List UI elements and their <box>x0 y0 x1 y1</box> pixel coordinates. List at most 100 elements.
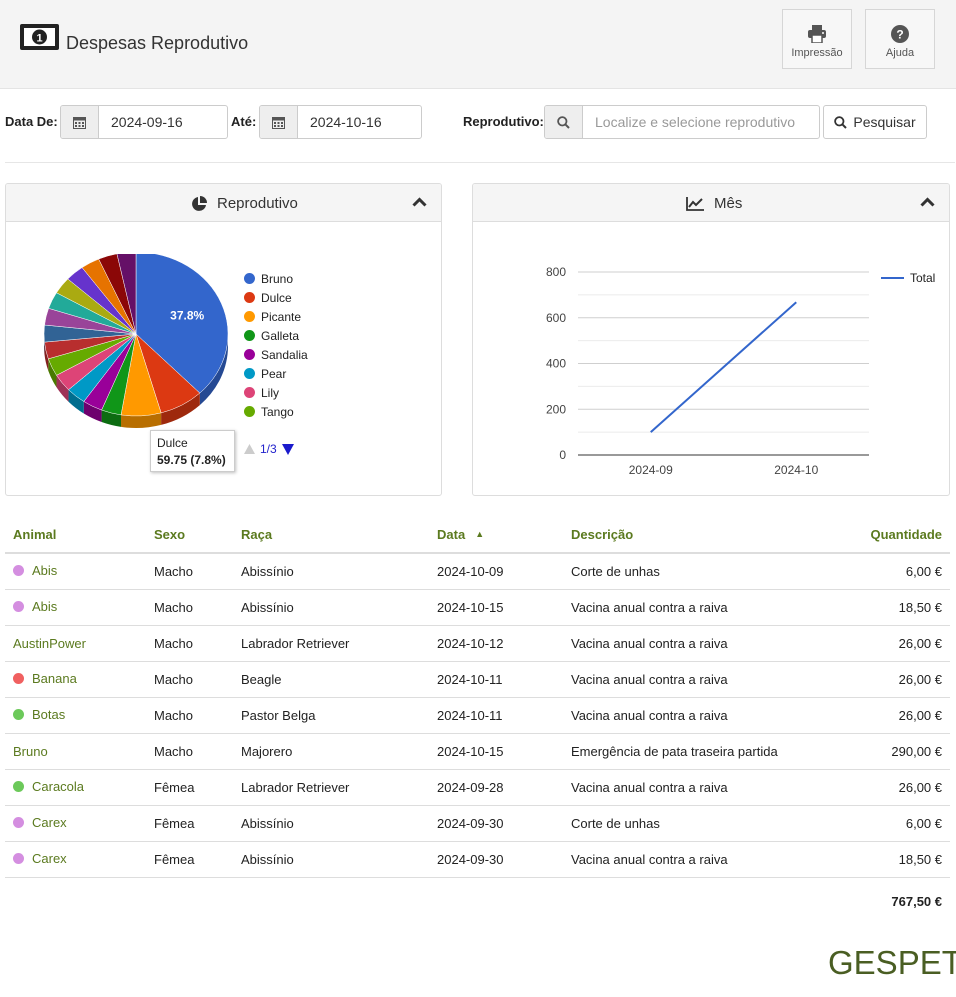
column-raca[interactable]: Raça <box>233 517 429 554</box>
table-row[interactable]: Carex Fêmea Abissínio 2024-09-30 Corte de un… <box>5 805 950 842</box>
legend-swatch <box>244 368 255 379</box>
date-from-field[interactable]: 2024-09-16 <box>60 105 228 139</box>
cell-animal[interactable]: Botas <box>5 697 146 734</box>
animal-name[interactable]: Carex <box>32 851 67 866</box>
expenses-table: Animal Sexo Raça Data ▲ Descrição Quantid… <box>5 517 950 878</box>
legend-item[interactable]: Dulce <box>244 288 308 307</box>
y-tick-label: 200 <box>546 402 566 416</box>
cell-quantidade: 6,00 € <box>810 805 950 842</box>
chevron-up-icon[interactable] <box>920 197 935 207</box>
cell-sexo: Fêmea <box>146 769 233 806</box>
sort-asc-icon: ▲ <box>475 529 485 539</box>
cell-raca: Beagle <box>233 661 429 698</box>
column-data[interactable]: Data ▲ <box>429 517 563 554</box>
column-descricao[interactable]: Descrição <box>563 517 810 554</box>
table-row[interactable]: Abis Macho Abissínio 2024-10-09 Corte de unh… <box>5 553 950 590</box>
column-data-label: Data <box>437 527 466 542</box>
animal-name[interactable]: Abis <box>32 563 58 579</box>
animal-link[interactable]: Carex <box>13 851 67 866</box>
pie-slice-bruno[interactable] <box>135 254 229 394</box>
cell-animal[interactable]: Carex <box>5 805 146 842</box>
animal-link[interactable]: Abis <box>13 563 57 578</box>
animal-name[interactable]: AustinPower <box>13 635 86 651</box>
print-label: Impressão <box>791 47 843 59</box>
cell-data: 2024-10-15 <box>429 589 563 626</box>
table-row[interactable]: Banana Macho Beagle 2024-10-11 Vacina anual … <box>5 661 950 698</box>
cell-animal[interactable]: Bruno <box>5 733 146 770</box>
chevron-up-icon[interactable] <box>412 197 427 207</box>
x-tick-label: 2024-10 <box>774 463 818 477</box>
animal-link[interactable]: Botas <box>13 707 65 722</box>
calendar-icon[interactable] <box>61 106 99 138</box>
search-button[interactable]: Pesquisar <box>823 105 927 139</box>
legend-item[interactable]: Galleta <box>244 326 308 345</box>
table-row[interactable]: AustinPower Macho Labrador Retriever 2024-1… <box>5 625 950 662</box>
table-row[interactable]: Caracola Fêmea Labrador Retriever 2024-09-2… <box>5 769 950 806</box>
animal-link[interactable]: Banana <box>13 671 77 686</box>
table-row[interactable]: Carex Fêmea Abissínio 2024-09-30 Vacina anua… <box>5 841 950 878</box>
reprodutivo-field[interactable]: Localize e selecione reprodutivo <box>544 105 820 139</box>
animal-color-dot <box>13 853 24 864</box>
tooltip-value: 59.75 (7.8%) <box>157 453 226 467</box>
legend-swatch <box>244 387 255 398</box>
legend-label: Dulce <box>261 290 292 305</box>
animal-name[interactable]: Caracola <box>32 779 85 794</box>
cell-animal[interactable]: AustinPower <box>5 625 146 662</box>
legend-swatch <box>244 273 255 284</box>
mes-panel-header[interactable]: Mês <box>473 184 949 222</box>
animal-name[interactable]: Abis <box>32 599 58 614</box>
cell-animal[interactable]: Banana <box>5 661 146 698</box>
animal-color-dot <box>13 781 24 792</box>
legend-item[interactable]: Pear <box>244 364 308 383</box>
cell-quantidade: 26,00 € <box>810 697 950 734</box>
column-quantidade[interactable]: Quantidade <box>810 517 950 554</box>
mes-panel: Mês 0 200 400 600 800 2024-09 2024-10 Total <box>472 183 950 496</box>
date-from-input[interactable]: 2024-09-16 <box>111 114 183 130</box>
pie-slice-other[interactable] <box>116 254 137 335</box>
date-to-field[interactable]: 2024-10-16 <box>259 105 422 139</box>
animal-link[interactable]: Caracola <box>13 779 84 794</box>
animal-name[interactable]: Botas <box>32 707 66 722</box>
column-animal[interactable]: Animal <box>5 517 146 554</box>
legend-swatch <box>244 311 255 322</box>
date-to-input[interactable]: 2024-10-16 <box>310 114 382 130</box>
legend-item[interactable]: Picante <box>244 307 308 326</box>
animal-name[interactable]: Carex <box>32 815 67 830</box>
legend-item[interactable]: Tango <box>244 402 308 421</box>
animal-name[interactable]: Bruno <box>13 743 48 759</box>
print-button[interactable]: Impressão <box>782 9 852 69</box>
column-sexo[interactable]: Sexo <box>146 517 233 554</box>
cell-animal[interactable]: Caracola <box>5 769 146 806</box>
y-tick-label: 0 <box>559 448 566 462</box>
calendar-icon[interactable] <box>260 106 298 138</box>
table-row[interactable]: Botas Macho Pastor Belga 2024-10-11 Vacina a… <box>5 697 950 734</box>
table-row[interactable]: Bruno Macho Majorero 2024-10-15 Emergência d… <box>5 733 950 770</box>
arrow-up-icon[interactable] <box>244 444 255 454</box>
cell-sexo: Macho <box>146 589 233 626</box>
reprodutivo-input[interactable]: Localize e selecione reprodutivo <box>595 114 796 130</box>
animal-link[interactable]: Bruno <box>13 744 48 759</box>
animal-color-dot <box>13 601 24 612</box>
cell-descricao: Vacina anual contra a raiva <box>563 697 810 734</box>
table-row[interactable]: Abis Macho Abissínio 2024-10-15 Vacina anual… <box>5 589 950 626</box>
animal-link[interactable]: Carex <box>13 815 67 830</box>
reprodutivo-panel-header[interactable]: Reprodutivo <box>6 184 441 222</box>
cell-animal[interactable]: Carex <box>5 841 146 878</box>
animal-name[interactable]: Banana <box>32 671 77 686</box>
cell-data: 2024-10-11 <box>429 661 563 698</box>
legend-item[interactable]: Bruno <box>244 269 308 288</box>
animal-link[interactable]: AustinPower <box>13 636 86 651</box>
legend-item[interactable]: Lily <box>244 383 308 402</box>
legend-label: Pear <box>261 366 287 381</box>
animal-link[interactable]: Abis <box>13 599 57 614</box>
cell-descricao: Emergência de pata traseira partida <box>563 733 810 770</box>
pie-slice-other[interactable] <box>98 254 137 335</box>
help-button[interactable]: ? Ajuda <box>865 9 935 69</box>
total-amount: 767,50 € <box>891 894 942 909</box>
legend-swatch <box>244 349 255 360</box>
arrow-down-icon[interactable] <box>281 443 294 455</box>
cell-animal[interactable]: Abis <box>5 589 146 626</box>
legend-item[interactable]: Sandalia <box>244 345 308 364</box>
cell-animal[interactable]: Abis <box>5 553 146 590</box>
table-body: Abis Macho Abissínio 2024-10-09 Corte de unh… <box>5 553 950 878</box>
